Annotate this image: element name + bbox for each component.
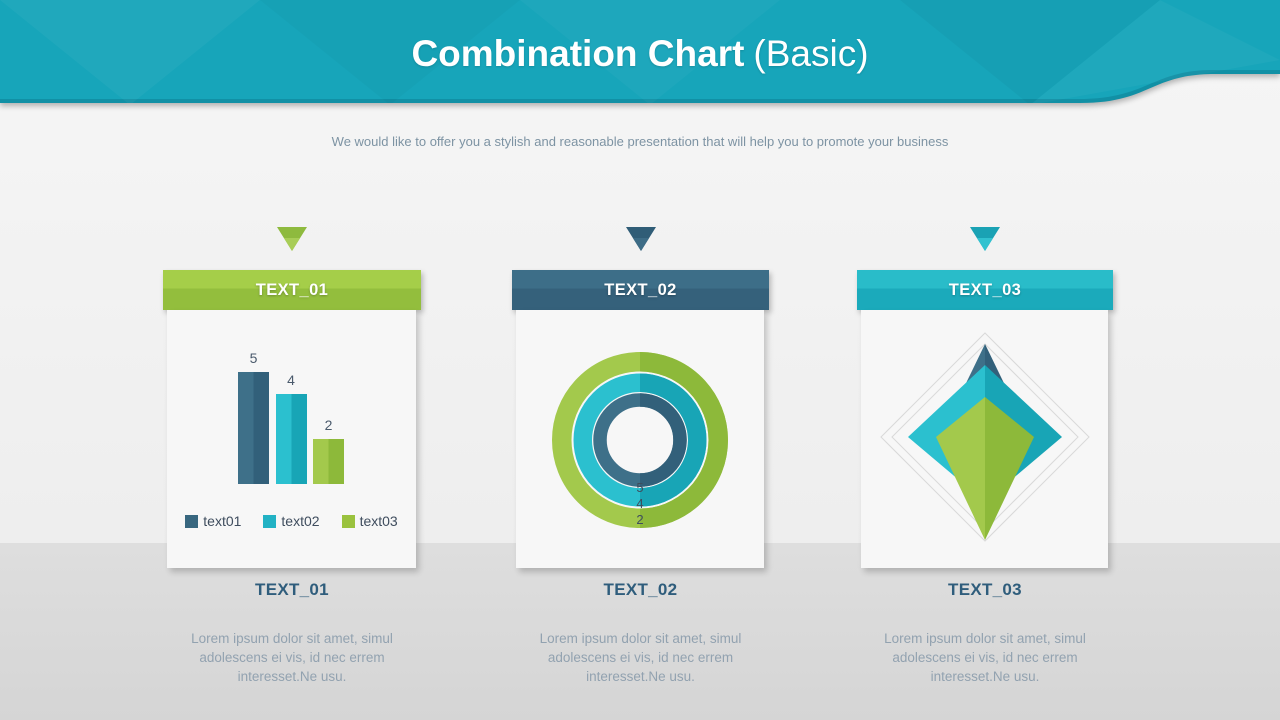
legend-label: text03 <box>359 513 398 529</box>
ring-value-label: 5 <box>636 480 643 495</box>
ring-value-label: 4 <box>636 496 643 511</box>
banner-pattern <box>0 0 260 103</box>
legend-label: text01 <box>203 513 242 529</box>
panel-header-label: TEXT_01 <box>255 280 329 299</box>
legend-item-text02: text02 <box>263 513 320 529</box>
down-arrow-icon <box>277 227 307 251</box>
bar-value-label: 2 <box>324 417 333 434</box>
bar-text01 <box>238 372 269 484</box>
header-banner <box>0 0 1280 103</box>
donut-chart: 542 <box>552 352 728 528</box>
legend-item-text01: text01 <box>185 513 241 529</box>
slide-title-bold: Combination Chart <box>411 33 745 74</box>
legend-item-text03: text03 <box>341 513 398 529</box>
panel-text01: TEXT_01 5 4 2 text01 text02 text03 TEXT_01 L… <box>163 0 421 720</box>
chart-card-bar: 5 4 2 text01 text02 text03 <box>167 310 416 568</box>
slide-title: Combination Chart (Basic) <box>0 33 1280 75</box>
panel-footer-text: Lorem ipsum dolor sit amet, simul adoles… <box>191 631 393 684</box>
panel-header-text02: TEXT_02 <box>512 270 769 310</box>
legend-swatch <box>185 514 199 528</box>
radar-gridline <box>880 332 1090 542</box>
banner-main-shape <box>0 0 1280 99</box>
panel-text03: TEXT_03 TEXT_03 Lorem ipsum dolor sit am… <box>857 0 1113 720</box>
panel-header-label: TEXT_02 <box>604 280 677 299</box>
bar-chart-legend: text01 text02 text03 <box>167 513 416 529</box>
bar-value-label: 5 <box>249 350 258 366</box>
panel-header-label: TEXT_03 <box>948 280 1022 299</box>
bar-value-label: 4 <box>287 372 295 389</box>
radar-series-text03-left <box>936 397 985 540</box>
radar-chart <box>880 332 1090 542</box>
panel-header-text03: TEXT_03 <box>857 270 1113 310</box>
panel-footer-text: Lorem ipsum dolor sit amet, simul adoles… <box>884 631 1086 684</box>
panel-footer-title: TEXT_02 <box>603 580 678 599</box>
panel-footer-title: TEXT_03 <box>948 580 1022 599</box>
slide-subtitle: We would like to offer you a stylish and… <box>331 134 949 149</box>
bar-text02 <box>275 394 307 484</box>
chart-card-radar <box>861 310 1108 568</box>
radar-series-text03-right <box>985 397 1034 540</box>
bar-text03 <box>313 439 344 484</box>
ring-text01-shade <box>639 393 687 487</box>
ring-text03-shade <box>639 352 728 528</box>
bar-chart: 5 4 2 <box>167 310 416 568</box>
ring-value-label: 2 <box>636 512 643 527</box>
legend-label: text02 <box>281 513 320 529</box>
legend-swatch <box>263 514 277 528</box>
down-arrow-icon <box>970 227 1000 251</box>
slide-title-light: (Basic) <box>753 33 869 74</box>
panel-footer-text: Lorem ipsum dolor sit amet, simul adoles… <box>539 631 742 684</box>
ring-text02-shade <box>639 373 707 507</box>
panel-header-text01: TEXT_01 <box>163 270 421 310</box>
legend-swatch <box>341 514 355 528</box>
panel-footer-title: TEXT_01 <box>255 580 329 599</box>
down-arrow-icon <box>625 227 656 251</box>
floor-band <box>0 543 1280 720</box>
